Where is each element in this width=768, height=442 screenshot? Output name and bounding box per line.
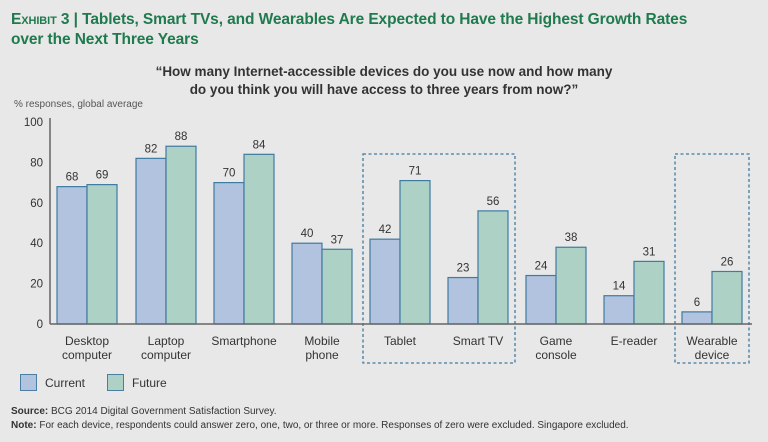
x-tick-label: computer [141, 348, 191, 362]
x-tick-label: computer [62, 348, 112, 362]
data-label-future: 38 [565, 232, 578, 244]
bar-current [525, 274, 557, 325]
legend-label-current: Current [45, 375, 86, 390]
legend-swatch-current [20, 374, 37, 391]
bar-future [321, 248, 353, 325]
x-tick-label: phone [305, 348, 339, 362]
bar-future [711, 270, 743, 325]
exhibit-title: Exhibit 3 | Tablets, Smart TVs, and Wear… [11, 10, 761, 50]
footnote: Note: For each device, respondents could… [11, 419, 629, 433]
y-tick-label: 80 [30, 157, 43, 169]
x-tick-label: device [695, 348, 730, 362]
chart-question: “How many Internet-accessible devices do… [0, 63, 768, 99]
title-line-2: over the Next Three Years [11, 31, 199, 48]
data-label-future: 69 [96, 170, 109, 182]
bar-future [399, 179, 431, 325]
data-label-current: 23 [457, 263, 470, 275]
data-label-current: 68 [66, 172, 79, 184]
title-line-1: Tablets, Smart TVs, and Wearables Are Ex… [82, 11, 688, 28]
x-tick-label: console [535, 348, 577, 362]
y-tick-label: 100 [24, 117, 43, 129]
exhibit-number: Exhibit 3 [11, 11, 70, 28]
bar-future [165, 145, 197, 325]
data-label-future: 26 [721, 256, 734, 268]
y-tick-label: 60 [30, 198, 43, 210]
data-label-current: 70 [223, 168, 236, 180]
data-label-future: 88 [175, 131, 188, 143]
bar-future [477, 210, 509, 325]
highlight-box-1 [362, 153, 516, 364]
legend-item-future: Future [107, 374, 167, 391]
x-tick-label: E-reader [611, 334, 658, 348]
highlight-box-2 [674, 153, 750, 364]
data-label-current: 42 [379, 224, 392, 236]
x-tick-label: Wearable [686, 334, 737, 348]
data-label-future: 31 [643, 246, 656, 258]
bar-future [555, 246, 587, 325]
source-label: Source: [11, 406, 49, 417]
legend-swatch-future [107, 374, 125, 391]
bar-future [243, 153, 275, 325]
note-text: For each device, respondents could answe… [36, 420, 629, 431]
legend-label-future: Future [132, 375, 167, 390]
data-label-current: 82 [145, 143, 158, 155]
bar-current [603, 295, 635, 325]
data-label-future: 84 [253, 139, 266, 151]
x-tick-label: Tablet [384, 334, 417, 348]
data-label-future: 37 [331, 234, 344, 246]
legend: Current Future [20, 374, 189, 391]
bar-current [369, 238, 401, 325]
x-tick-label: Laptop [148, 334, 185, 348]
source-text: BCG 2014 Digital Government Satisfaction… [48, 406, 277, 417]
bar-current [213, 182, 245, 325]
y-tick-label: 0 [37, 319, 43, 331]
data-label-current: 40 [301, 228, 314, 240]
y-tick-label: 20 [30, 279, 43, 291]
x-tick-label: Desktop [65, 334, 109, 348]
x-tick-label: Game [540, 334, 573, 348]
bar-current [135, 157, 167, 325]
bar-current [56, 186, 88, 325]
y-tick-label: 40 [30, 238, 43, 250]
data-label-current: 6 [694, 297, 700, 309]
data-label-current: 24 [535, 261, 548, 273]
x-tick-label: Smartphone [211, 334, 277, 348]
x-tick-label: Mobile [304, 334, 340, 348]
data-label-future: 71 [409, 166, 422, 178]
bar-current [447, 276, 479, 325]
question-line-2: do you think you will have access to thr… [189, 82, 579, 97]
bar-future [633, 260, 665, 325]
question-line-1: “How many Internet-accessible devices do… [155, 64, 613, 79]
data-label-future: 56 [487, 196, 500, 208]
note-label: Note: [11, 420, 37, 431]
title-separator: | [73, 11, 78, 28]
legend-item-current: Current [20, 374, 85, 391]
data-label-current: 14 [613, 281, 626, 293]
y-axis-label: % responses, global average [14, 99, 143, 110]
footer: Source: BCG 2014 Digital Government Sati… [11, 405, 629, 433]
x-tick-label: Smart TV [453, 334, 503, 348]
source-note: Source: BCG 2014 Digital Government Sati… [11, 405, 629, 419]
bar-current [681, 311, 713, 325]
bar-current [291, 242, 323, 325]
bar-future [86, 184, 118, 325]
